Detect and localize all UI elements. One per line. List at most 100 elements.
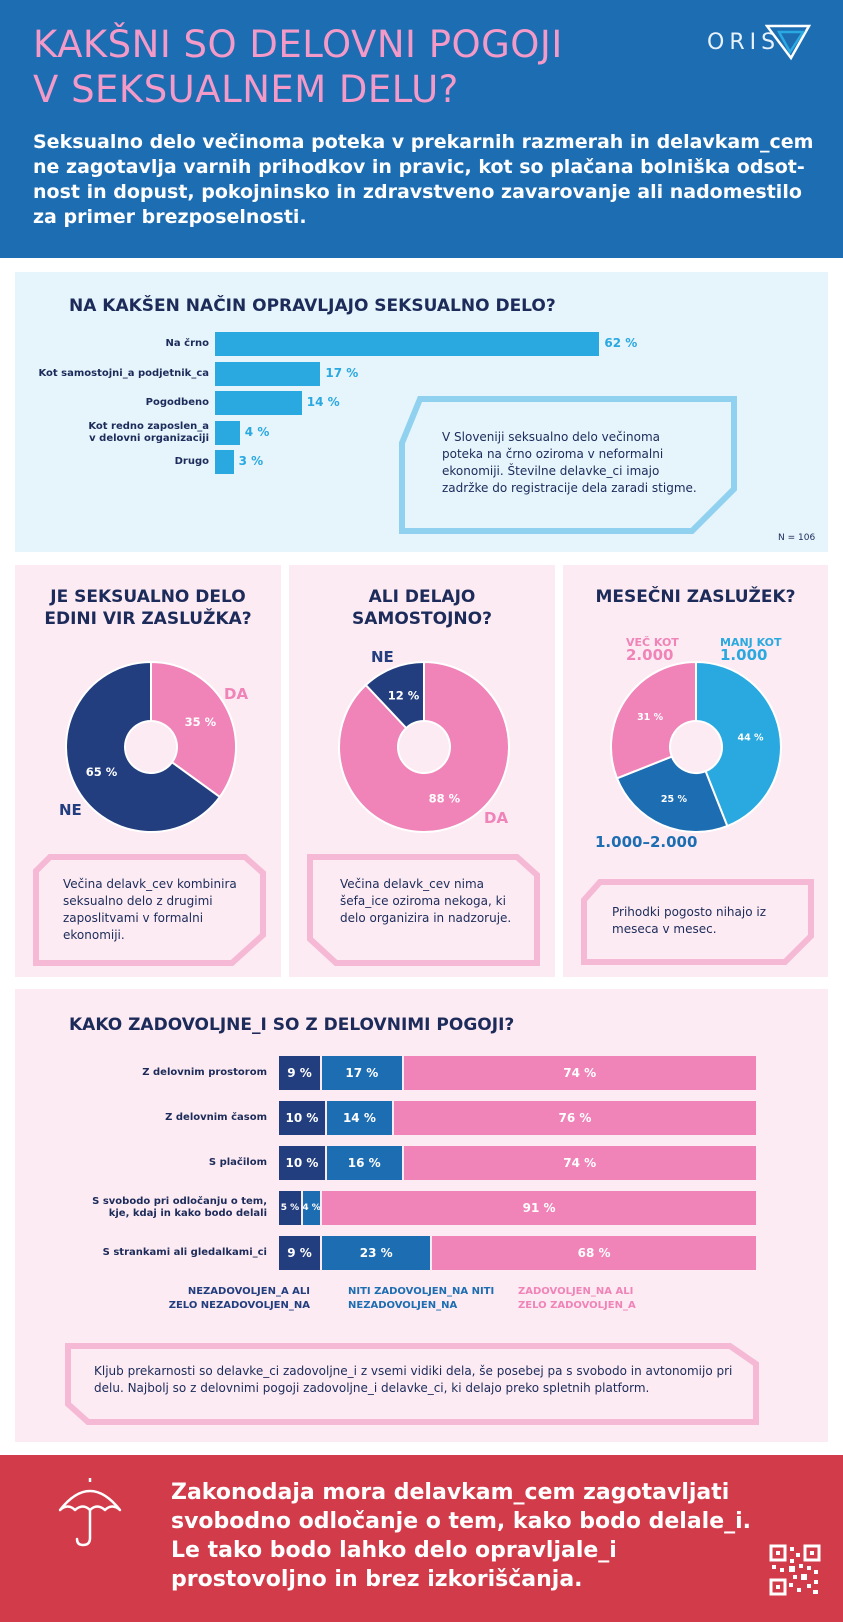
page-title: KAKŠNI SO DELOVNI POGOJI V SEKSUALNEM DE…: [33, 22, 563, 112]
bar-value-label: 3 %: [238, 454, 264, 468]
donut-category-label: VEČ KOT: [626, 636, 679, 649]
intro-line: nost in dopust, pokojninsko in zdravstve…: [33, 181, 802, 203]
legend-line: ZELO NEZADOVOLJEN_NA: [168, 1300, 310, 1311]
qr-code-icon[interactable]: [769, 1544, 821, 1596]
legend-dissatisfied: NEZADOVOLJEN_A ALI ZELO NEZADOVOLJEN_NA: [140, 1285, 310, 1313]
donut-category-label: MANJ KOT: [720, 636, 782, 649]
stacked-segment: 76 %: [393, 1101, 756, 1135]
footer-line: Zakonodaja mora delavkam_cem zagotavljat…: [171, 1480, 730, 1505]
earnings-note: Prihodki pogosto nihajo iz meseca v mese…: [612, 904, 766, 938]
note-line: šefa_ice oziroma nekoga, ki: [340, 894, 506, 908]
earnings-title: MESEČNI ZASLUŽEK?: [595, 587, 796, 607]
note-line: seksualno delo z drugimi: [63, 894, 213, 908]
stacked-category-label: S svobodo pri odločanju o tem, kje, kdaj…: [92, 1196, 267, 1219]
stacked-segment: 4 %: [302, 1191, 321, 1225]
donut-category-label: NE: [371, 648, 394, 666]
earnings-note-frame: [581, 879, 814, 965]
bar-value-label: 17 %: [325, 365, 359, 380]
note-line: Prihodki pogosto nihajo iz: [612, 905, 767, 919]
donut-category-label: DA: [484, 809, 509, 827]
footer-line: svobodno odločanje o tem, kako bodo dela…: [171, 1509, 752, 1534]
independent-title: ALI DELAJO SAMOSTOJNO?: [289, 586, 555, 630]
donut-category-label: 2.000: [626, 646, 674, 664]
stacked-segment: 17 %: [322, 1056, 402, 1090]
intro-line: ne zagotavlja varnih prihodkov in pravic…: [33, 156, 805, 178]
title-line: SAMOSTOJNO?: [352, 609, 492, 629]
page-title-line: V SEKSUALNEM DELU?: [33, 68, 459, 111]
only-income-note-frame: [33, 854, 266, 966]
header-banner: [0, 0, 843, 258]
note-line: ekonomiji. Številne delavke_ci imajo: [442, 464, 660, 478]
note-line: ekonomiji.: [63, 928, 125, 942]
footer-line: Le tako bodo lahko delo opravljale_i: [171, 1538, 617, 1563]
stacked-segment: 16 %: [326, 1146, 402, 1180]
sample-size-label: N = 106: [778, 533, 816, 543]
only-income-note: Večina delavk_cev kombinira seksualno de…: [63, 876, 237, 944]
stacked-category-label: Z delovnim prostorom: [142, 1067, 267, 1078]
work-mode-note: V Sloveniji seksualno delo večinoma pote…: [442, 429, 697, 497]
stacked-segment: 10 %: [279, 1146, 325, 1180]
legend-line: NITI ZADOVOLJEN_NA NITI: [348, 1286, 495, 1297]
legend-line: ZADOVOLJEN_NA ALI: [518, 1286, 634, 1297]
work-mode-title: NA KAKŠEN NAČIN OPRAVLJAJO SEKSUALNO DEL…: [69, 296, 556, 316]
bar-value-label: 14 %: [306, 395, 340, 409]
bar-category-label: Kot redno zaposlen_a v delovni organizac…: [88, 420, 209, 444]
bar: [215, 420, 240, 445]
stacked-segment: 9 %: [279, 1056, 321, 1090]
bar-category-label: Drugo: [174, 456, 209, 467]
donut-category-label: 1.000: [720, 646, 768, 664]
bar-category-label: Pogodbeno: [145, 397, 209, 408]
note-line: Večina delavk_cev kombinira: [63, 877, 237, 891]
stacked-segment: 68 %: [432, 1236, 756, 1270]
work-mode-note-frame: [399, 396, 737, 534]
bar-category-label: Na črno: [165, 338, 209, 349]
intro-line: Seksualno delo večinoma poteka v prekarn…: [33, 131, 814, 153]
legend-neutral: NITI ZADOVOLJEN_NA NITI NEZADOVOLJEN_NA: [348, 1285, 494, 1313]
umbrella-icon: [58, 1478, 122, 1547]
stacked-segment: 14 %: [326, 1101, 392, 1135]
legend-line: NEZADOVOLJEN_A ALI: [187, 1286, 310, 1297]
bar-value-label: 62 %: [604, 336, 638, 350]
stacked-segment: 10 %: [279, 1101, 325, 1135]
bar: [215, 450, 234, 474]
bar: [215, 332, 600, 356]
stacked-category-label: Z delovnim časom: [165, 1112, 267, 1123]
stacked-segment: 23 %: [322, 1236, 431, 1270]
stacked-segment: 74 %: [403, 1146, 756, 1180]
title-line: EDINI VIR ZASLUŽKA?: [44, 609, 252, 629]
stacked-segment: 9 %: [279, 1236, 321, 1270]
independent-note-frame: [307, 854, 540, 966]
stacked-segment: 91 %: [322, 1191, 756, 1225]
note-line: delu. Najbolj so z delovnimi pogoji zado…: [94, 1381, 650, 1395]
bar-value-label: 4 %: [244, 424, 270, 439]
note-line: delo organizira in nadzoruje.: [340, 911, 512, 925]
intro-text: Seksualno delo večinoma poteka v prekarn…: [33, 130, 816, 230]
title-line: JE SEKSUALNO DELO: [50, 587, 246, 607]
donut-category-label: NE: [59, 801, 82, 819]
footer-message: Zakonodaja mora delavkam_cem zagotavljat…: [171, 1478, 751, 1594]
donut-category-label: DA: [224, 685, 249, 703]
intro-line: za primer brezposelnosti.: [33, 206, 307, 228]
legend-satisfied: ZADOVOLJEN_NA ALI ZELO ZADOVOLJEN_A: [518, 1285, 636, 1313]
note-line: V Sloveniji seksualno delo večinoma: [442, 430, 661, 444]
title-line: ALI DELAJO: [368, 587, 476, 607]
donut-category-label: 1.000–2.000: [595, 833, 698, 851]
only-income-title: JE SEKSUALNO DELO EDINI VIR ZASLUŽKA?: [15, 586, 281, 630]
legend-line: NEZADOVOLJEN_NA: [348, 1300, 458, 1311]
note-line: Večina delavk_cev nima: [340, 877, 484, 891]
note-line: meseca v mesec.: [612, 922, 717, 936]
bar: [215, 391, 302, 415]
stacked-segment: 74 %: [403, 1056, 756, 1090]
note-line: zadržke do registracije dela zaradi stig…: [442, 481, 697, 495]
note-line: zaposlitvami v formalni: [63, 911, 204, 925]
work-mode-panel: [15, 272, 828, 552]
page-title-line: KAKŠNI SO DELOVNI POGOJI: [33, 23, 563, 66]
satisfaction-note-frame: [65, 1343, 759, 1425]
bar: [215, 361, 321, 386]
note-line: Kljub prekarnosti so delavke_ci zadovolj…: [94, 1364, 733, 1378]
oris-logo-icon: [765, 24, 811, 61]
note-line: poteka na črno oziroma v neformalni: [442, 447, 664, 461]
footer-banner: [0, 1455, 843, 1622]
satisfaction-title: KAKO ZADOVOLJNE_I SO Z DELOVNIMI POGOJI?: [69, 1015, 515, 1035]
satisfaction-note: Kljub prekarnosti so delavke_ci zadovolj…: [94, 1363, 732, 1397]
